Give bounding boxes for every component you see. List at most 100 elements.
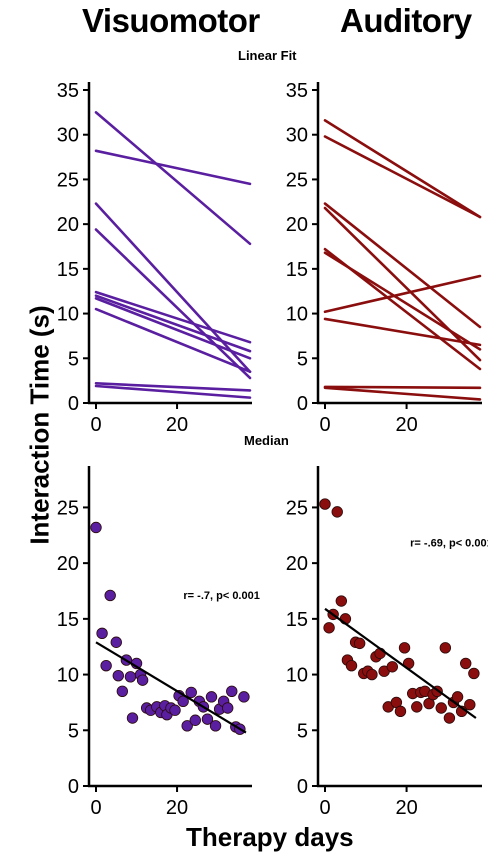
y-tick-label: 15 bbox=[57, 609, 79, 631]
data-point bbox=[451, 691, 464, 703]
y-tick-label: 0 bbox=[68, 776, 79, 798]
fit-line-6 bbox=[94, 294, 252, 353]
data-point bbox=[335, 595, 348, 607]
data-point bbox=[398, 642, 411, 654]
y-tick-label: 5 bbox=[297, 720, 308, 742]
visuomotor-title: Visuomotor bbox=[82, 2, 260, 39]
panel-visuomotor-linear: 0 5 10 15 20 25 30 35 0 20 bbox=[57, 80, 252, 436]
y-tick-label: 20 bbox=[57, 553, 79, 575]
y-tick-label: 25 bbox=[57, 169, 79, 191]
panel-auditory-median: 0 5 10 15 20 25 0 20 r= -.69, p< 0.001 bbox=[286, 466, 488, 819]
data-point bbox=[435, 702, 447, 714]
data-point bbox=[205, 691, 218, 703]
data-point bbox=[90, 521, 102, 534]
data-point bbox=[439, 642, 452, 654]
y-tick-label: 20 bbox=[286, 553, 308, 575]
y-tick-label: 20 bbox=[57, 214, 79, 236]
fit-line-7 bbox=[323, 274, 482, 314]
fit-line-4 bbox=[94, 228, 252, 380]
fit-line-6 bbox=[323, 251, 482, 351]
data-point bbox=[201, 713, 214, 725]
y-tick-label: 0 bbox=[297, 393, 308, 415]
data-point bbox=[110, 636, 122, 648]
data-point bbox=[386, 661, 399, 673]
fit-line-2 bbox=[323, 135, 482, 219]
x-tick-label: 20 bbox=[166, 414, 188, 436]
data-point bbox=[126, 712, 139, 724]
y-tick-label: 10 bbox=[57, 665, 79, 687]
data-point bbox=[100, 659, 112, 672]
data-point bbox=[238, 691, 250, 703]
data-point bbox=[468, 667, 480, 680]
fit-line-5 bbox=[94, 290, 252, 344]
fit-line-1 bbox=[94, 111, 252, 246]
y-tick-label: 25 bbox=[57, 497, 79, 519]
x-tick-label: 0 bbox=[90, 797, 101, 819]
data-point bbox=[411, 701, 423, 713]
correlation-annotation: r= -.69, p< 0.001 bbox=[410, 537, 488, 549]
panel-auditory-linear: 0 5 10 15 20 25 30 35 0 20 bbox=[286, 80, 482, 436]
data-point bbox=[169, 704, 181, 716]
fit-line-7 bbox=[94, 297, 252, 360]
fit-line-4 bbox=[323, 206, 482, 362]
data-point bbox=[96, 627, 108, 640]
correlation-annotation: r= -.7, p< 0.001 bbox=[183, 590, 259, 602]
data-point bbox=[124, 671, 137, 683]
x-tick-label: 20 bbox=[395, 797, 417, 819]
fit-line-3 bbox=[323, 202, 482, 329]
data-point bbox=[177, 695, 189, 708]
data-point bbox=[353, 637, 366, 650]
fit-line-8 bbox=[323, 317, 482, 347]
y-tick-label: 0 bbox=[297, 776, 308, 798]
regression-line bbox=[324, 607, 477, 719]
y-tick-label: 5 bbox=[68, 348, 79, 370]
data-point bbox=[112, 669, 124, 682]
x-tick-label: 0 bbox=[319, 797, 330, 819]
y-tick-label: 10 bbox=[286, 665, 308, 687]
y-tick-label: 30 bbox=[57, 125, 79, 147]
fit-line-9 bbox=[323, 385, 482, 390]
auditory-title: Auditory bbox=[340, 2, 472, 39]
fit-line-2 bbox=[94, 149, 252, 186]
data-point bbox=[181, 720, 193, 732]
y-tick-label: 30 bbox=[286, 125, 308, 147]
x-tick-label: 0 bbox=[319, 414, 330, 436]
y-tick-label: 10 bbox=[57, 304, 79, 326]
y-tick-label: 35 bbox=[57, 80, 79, 102]
data-point bbox=[443, 712, 456, 724]
y-tick-label: 10 bbox=[286, 304, 308, 326]
data-point bbox=[394, 705, 407, 718]
fit-line-3 bbox=[94, 202, 252, 374]
fit-line-10 bbox=[323, 386, 482, 401]
data-point bbox=[136, 674, 149, 686]
data-point bbox=[460, 657, 472, 670]
x-tick-label: 20 bbox=[166, 797, 188, 819]
panel-visuomotor-median: 0 5 10 15 20 25 0 20 r= -.7, p< 0.001 bbox=[57, 466, 260, 819]
y-tick-label: 5 bbox=[297, 348, 308, 370]
data-point bbox=[116, 685, 129, 697]
y-tick-label: 15 bbox=[57, 259, 79, 281]
y-tick-label: 15 bbox=[286, 259, 308, 281]
y-tick-label: 15 bbox=[286, 609, 308, 631]
fit-line-10 bbox=[94, 384, 252, 399]
data-point bbox=[185, 686, 197, 699]
data-point bbox=[331, 506, 343, 518]
linear-fit-title: Linear Fit bbox=[238, 48, 297, 63]
y-tick-label: 25 bbox=[286, 169, 308, 191]
data-point bbox=[209, 720, 222, 732]
regression-line bbox=[95, 641, 247, 734]
data-point bbox=[104, 589, 116, 602]
x-tick-label: 0 bbox=[90, 414, 101, 436]
fit-line-8 bbox=[94, 307, 252, 374]
y-tick-label: 20 bbox=[286, 214, 308, 236]
y-tick-label: 35 bbox=[286, 80, 308, 102]
y-tick-label: 0 bbox=[68, 393, 79, 415]
x-axis-label: Therapy days bbox=[186, 822, 354, 852]
data-point bbox=[464, 698, 476, 711]
fit-line-9 bbox=[94, 382, 252, 392]
x-tick-label: 20 bbox=[395, 414, 417, 436]
y-tick-label: 5 bbox=[68, 720, 79, 742]
data-point bbox=[366, 668, 378, 681]
data-point bbox=[319, 498, 331, 510]
y-tick-label: 25 bbox=[286, 497, 308, 519]
